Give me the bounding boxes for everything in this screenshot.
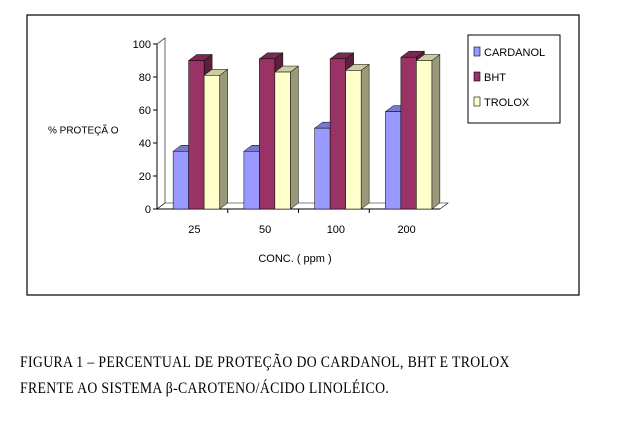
bar-cardanol-50 bbox=[243, 151, 260, 210]
bar-trolox-25 bbox=[203, 75, 220, 210]
y-axis-label: % PROTEÇÃ O bbox=[48, 124, 119, 137]
x-tick-label: 200 bbox=[397, 224, 415, 236]
y-tick-label: 100 bbox=[133, 39, 151, 51]
bar-side bbox=[219, 68, 228, 210]
y-tick-label: 60 bbox=[139, 105, 151, 117]
side-wall bbox=[156, 37, 166, 210]
bar-bht-50 bbox=[259, 58, 276, 210]
caption-line-2: FRENTE AO SISTEMA β-CAROTENO/ÁCIDO LINOL… bbox=[20, 380, 390, 397]
bar-bht-200 bbox=[400, 56, 417, 210]
figure-caption: FIGURA 1 – PERCENTUAL DE PROTEÇÃO DO CAR… bbox=[20, 350, 540, 402]
bar-side bbox=[360, 63, 370, 210]
bar-bht-100 bbox=[329, 58, 346, 210]
bar-cardanol-200 bbox=[385, 111, 402, 210]
chart-frame: 0 20 40 60 80 100 25 50 100 200 % PROTEÇÃ O CONC.… bbox=[26, 14, 580, 296]
bar-trolox-200 bbox=[416, 60, 433, 210]
bar-trolox-100 bbox=[345, 70, 362, 210]
legend: CARDANOL BHT TROLOX bbox=[467, 34, 561, 124]
legend-label-trolox: TROLOX bbox=[484, 97, 530, 109]
y-tick-label: 0 bbox=[145, 204, 151, 216]
legend-label-cardanol: CARDANOL bbox=[484, 47, 545, 59]
x-tick-label: 50 bbox=[259, 224, 271, 236]
x-tick-label: 100 bbox=[327, 224, 345, 236]
y-tick-label: 20 bbox=[139, 171, 151, 183]
bar-trolox-50 bbox=[274, 71, 291, 210]
bar-bht-25 bbox=[188, 60, 205, 210]
y-tick-label: 40 bbox=[139, 138, 151, 150]
x-tick-label: 25 bbox=[188, 224, 200, 236]
legend-swatch-trolox bbox=[473, 96, 481, 107]
chart-border bbox=[26, 14, 580, 296]
legend-swatch-cardanol bbox=[473, 46, 481, 57]
bar-cardanol-100 bbox=[314, 127, 331, 210]
legend-box bbox=[467, 34, 561, 124]
bar-cardanol-25 bbox=[172, 151, 189, 210]
plot-area: 0 20 40 60 80 100 25 50 100 200 bbox=[133, 37, 449, 236]
y-tick-label: 80 bbox=[139, 72, 151, 84]
bar-side bbox=[290, 65, 299, 210]
x-axis-label: CONC. ( ppm ) bbox=[258, 253, 331, 265]
legend-swatch-bht bbox=[473, 71, 481, 82]
bar-side bbox=[431, 54, 441, 210]
caption-line-1: FIGURA 1 – PERCENTUAL DE PROTEÇÃO DO CAR… bbox=[20, 354, 510, 371]
legend-label-bht: BHT bbox=[484, 72, 506, 84]
